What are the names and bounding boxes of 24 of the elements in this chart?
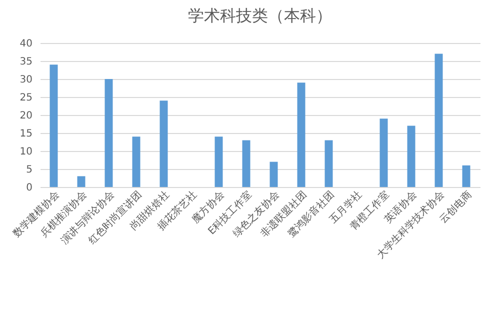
chart-title: 学术科技类（本科） bbox=[188, 6, 332, 25]
y-tick-label: 0 bbox=[26, 182, 32, 194]
y-tick-label: 15 bbox=[20, 128, 32, 140]
bar bbox=[297, 82, 306, 187]
y-tick-label: 20 bbox=[20, 110, 32, 122]
bar bbox=[407, 126, 416, 187]
bar bbox=[324, 140, 333, 187]
bar bbox=[380, 118, 388, 187]
y-tick-label: 25 bbox=[20, 92, 32, 104]
bar bbox=[132, 136, 140, 187]
bar bbox=[77, 176, 86, 187]
y-tick-label: 10 bbox=[20, 146, 32, 158]
bar bbox=[104, 79, 113, 187]
y-tick-label: 5 bbox=[26, 164, 32, 176]
bar bbox=[50, 64, 58, 187]
y-tick-label: 35 bbox=[20, 56, 32, 68]
bar bbox=[214, 136, 223, 187]
y-tick-label: 40 bbox=[20, 38, 32, 50]
bar bbox=[160, 100, 168, 187]
bar bbox=[270, 162, 278, 187]
bar bbox=[462, 165, 470, 187]
bar bbox=[242, 140, 250, 187]
y-tick-label: 30 bbox=[20, 74, 32, 86]
bar bbox=[434, 54, 443, 187]
